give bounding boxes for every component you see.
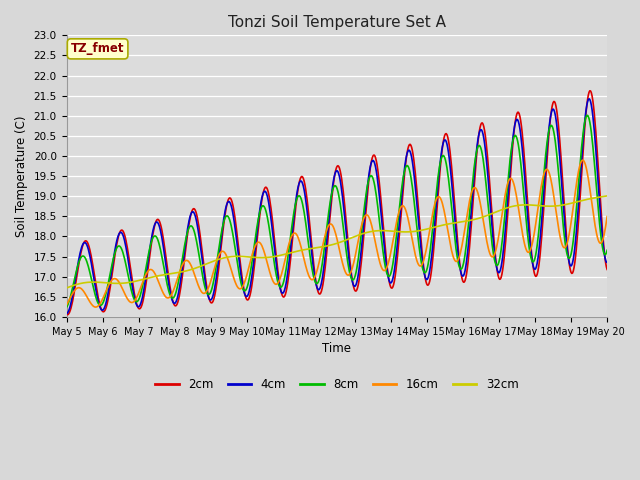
- Title: Tonzi Soil Temperature Set A: Tonzi Soil Temperature Set A: [228, 15, 446, 30]
- X-axis label: Time: Time: [323, 342, 351, 355]
- Y-axis label: Soil Temperature (C): Soil Temperature (C): [15, 115, 28, 237]
- Text: TZ_fmet: TZ_fmet: [71, 42, 124, 55]
- Legend: 2cm, 4cm, 8cm, 16cm, 32cm: 2cm, 4cm, 8cm, 16cm, 32cm: [150, 373, 524, 396]
